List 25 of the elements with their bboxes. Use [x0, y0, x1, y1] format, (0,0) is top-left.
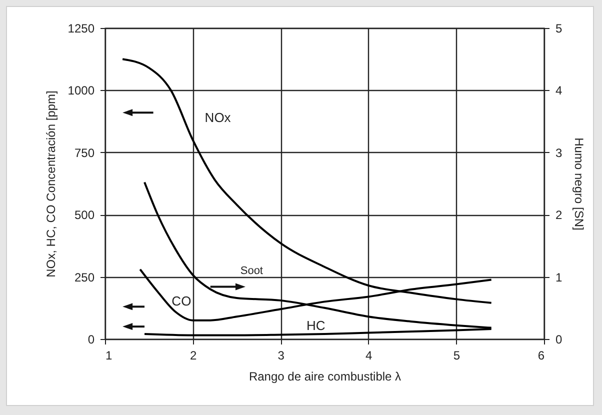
x-tick-label: 3 [278, 348, 285, 362]
y-tick-label: 500 [74, 208, 95, 222]
series-label: Soot [240, 265, 263, 278]
x-tick-label: 2 [190, 348, 197, 362]
y-tick-label: 1000 [68, 84, 95, 98]
x-tick-label: 1 [106, 348, 112, 362]
series-label: CO [172, 294, 192, 309]
y2-tick-label: 3 [556, 146, 562, 160]
y2-tick-label: 2 [556, 208, 562, 222]
y-tick-label: 250 [74, 270, 95, 284]
x-tick-label: 4 [366, 348, 373, 362]
y-tick-label: 0 [88, 332, 95, 346]
series-label: HC [306, 318, 326, 334]
x-tick-label: 5 [453, 348, 460, 362]
y2-tick-label: 1 [556, 270, 562, 284]
x-axis-title: Rango de aire combustible λ [248, 370, 402, 384]
y-tick-label: 1250 [68, 22, 95, 36]
y2-tick-label: 4 [556, 84, 562, 98]
y2-axis-title: Humo negro [SN] [572, 138, 586, 230]
y2-tick-label: 0 [556, 332, 562, 346]
series-label: NOx [204, 110, 232, 125]
x-tick-label: 6 [538, 348, 545, 362]
y2-tick-label: 5 [556, 22, 562, 36]
y-axis-title: NOx, HC, CO Concentración [ppm] [44, 90, 58, 278]
y-tick-label: 750 [74, 146, 95, 160]
